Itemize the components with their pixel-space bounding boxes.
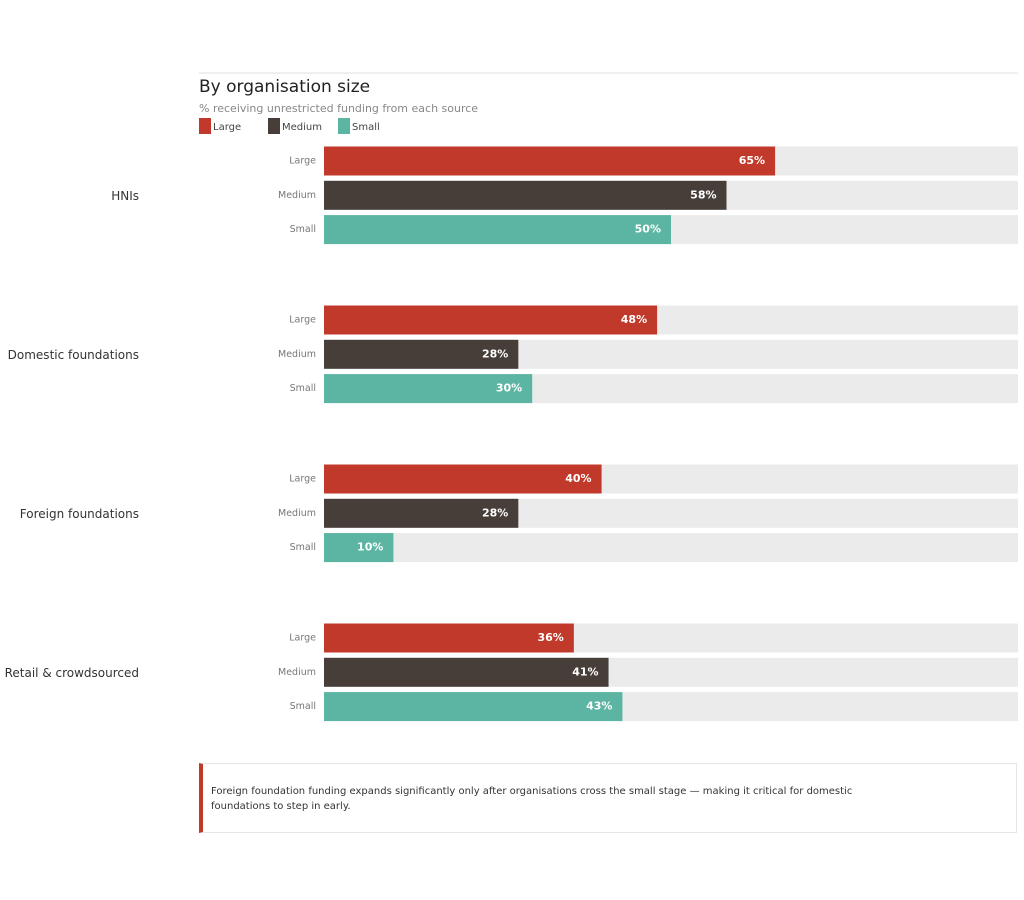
legend-swatch bbox=[338, 118, 350, 134]
row-label: Large bbox=[289, 474, 316, 485]
value-label: 65% bbox=[739, 154, 765, 167]
category-label: HNIs bbox=[111, 189, 139, 203]
bar bbox=[324, 657, 609, 687]
row-label: Large bbox=[289, 315, 316, 326]
legend-label: Large bbox=[213, 122, 241, 133]
bar bbox=[324, 215, 671, 245]
bar bbox=[324, 498, 519, 528]
value-label: 50% bbox=[635, 223, 661, 236]
value-label: 58% bbox=[690, 188, 716, 201]
value-label: 30% bbox=[496, 382, 522, 395]
annotation-box: Foreign foundation funding expands signi… bbox=[199, 763, 1017, 833]
row-label: Small bbox=[290, 383, 316, 394]
category-label: Foreign foundations bbox=[20, 507, 139, 521]
annotation: Foreign foundation funding expands signi… bbox=[211, 786, 853, 812]
bar bbox=[324, 180, 727, 210]
value-label: 48% bbox=[621, 313, 647, 326]
bar bbox=[324, 146, 776, 176]
bar bbox=[324, 623, 574, 653]
row-label: Large bbox=[289, 633, 316, 644]
value-label: 10% bbox=[357, 541, 383, 554]
legend-label: Medium bbox=[282, 122, 322, 133]
value-label: 28% bbox=[482, 347, 508, 360]
row-label: Large bbox=[289, 156, 316, 167]
value-label: 28% bbox=[482, 506, 508, 519]
row-label: Medium bbox=[278, 667, 316, 678]
bar bbox=[324, 305, 658, 335]
category-label: Retail & crowdsourced bbox=[5, 666, 139, 680]
bar bbox=[324, 533, 394, 563]
legend-swatch bbox=[268, 118, 280, 134]
value-label: 40% bbox=[565, 472, 591, 485]
row-label: Medium bbox=[278, 190, 316, 201]
value-label: 41% bbox=[572, 665, 598, 678]
row-label: Medium bbox=[278, 349, 316, 360]
bar bbox=[324, 692, 623, 722]
row-label: Small bbox=[290, 542, 316, 553]
row-label: Medium bbox=[278, 508, 316, 519]
bar-track bbox=[324, 533, 1018, 563]
bar bbox=[324, 464, 602, 494]
row-label: Small bbox=[290, 701, 316, 712]
chart-subtitle: % receiving unrestricted funding from ea… bbox=[199, 102, 478, 115]
legend-swatch bbox=[199, 118, 211, 134]
value-label: 36% bbox=[537, 631, 563, 644]
legend-label: Small bbox=[352, 122, 380, 133]
category-label: Domestic foundations bbox=[8, 348, 139, 362]
row-label: Small bbox=[290, 224, 316, 235]
bar bbox=[324, 374, 533, 404]
chart-title: By organisation size bbox=[199, 77, 370, 97]
value-label: 43% bbox=[586, 700, 612, 713]
bar bbox=[324, 339, 519, 369]
